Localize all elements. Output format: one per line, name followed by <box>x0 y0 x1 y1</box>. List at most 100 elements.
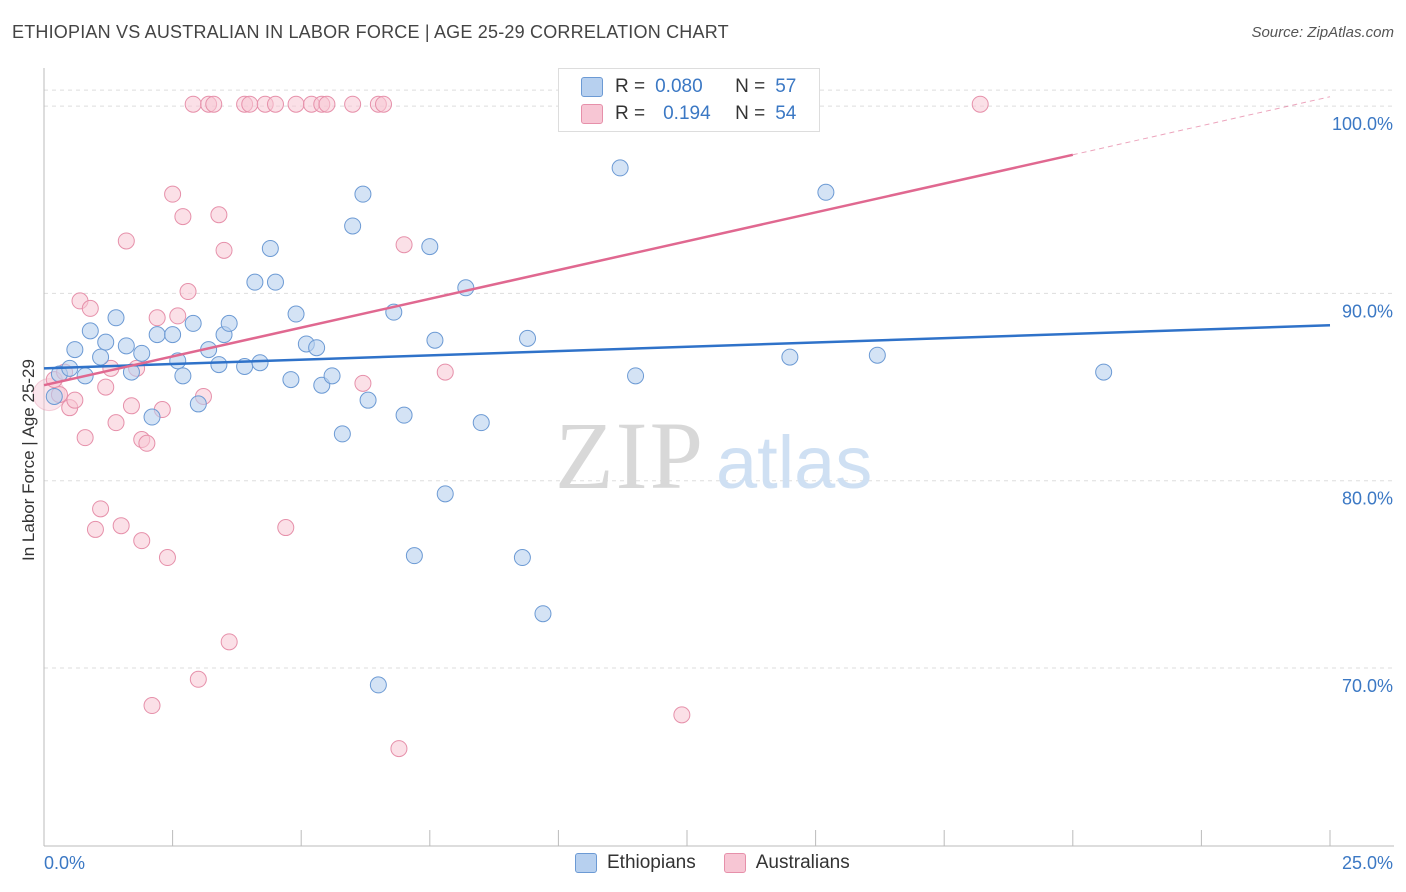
legend-swatch-blue <box>575 853 597 873</box>
ethiopians-point <box>472 414 490 432</box>
australians-point <box>189 670 207 688</box>
australians-point <box>164 185 182 203</box>
ethiopians-point <box>534 605 552 623</box>
axes <box>43 68 1394 847</box>
ethiopians-point <box>210 356 228 374</box>
australians-point <box>210 206 228 224</box>
legend-n-value: 54 <box>775 103 797 124</box>
legend-item-australians[interactable]: Australians <box>723 852 850 874</box>
australians-point <box>318 95 336 113</box>
watermark: ZIP atlas <box>555 402 872 509</box>
ethiopians-points <box>45 95 1113 694</box>
ethiopians-point <box>133 344 151 362</box>
legend-n-label: N = <box>735 103 766 124</box>
australians-point <box>287 95 305 113</box>
ethiopians-point <box>107 309 125 327</box>
trend-lines <box>43 96 1331 387</box>
ethiopians-point <box>421 238 439 256</box>
ethiopians-point <box>868 346 886 364</box>
ethiopians-point <box>117 337 135 355</box>
australians-point <box>277 519 295 537</box>
australians-point <box>92 500 110 518</box>
y-tick-label: 70.0% <box>1342 676 1393 696</box>
tick-labels: 70.0% 80.0% 90.0% 100.0% 0.0% 25.0% <box>44 114 1393 873</box>
watermark-zip: ZIP <box>555 402 705 509</box>
ethiopians-point <box>344 217 362 235</box>
ethiopians-point <box>92 348 110 366</box>
australians-point <box>184 95 202 113</box>
ethiopians-point <box>251 354 269 372</box>
australians-point <box>138 434 156 452</box>
ethiopians-point <box>261 239 279 257</box>
ethiopians-point <box>426 331 444 349</box>
legend-row-australians: R = 0.194 N = 54 <box>581 102 796 126</box>
y-tick-label: 90.0% <box>1342 301 1393 321</box>
australians-point <box>86 520 104 538</box>
australians-point <box>436 363 454 381</box>
australians-point <box>112 517 130 535</box>
ethiopians-point <box>45 387 63 405</box>
y-tick-label: 80.0% <box>1342 489 1393 509</box>
legend-bottom: Ethiopians Australians <box>575 852 878 874</box>
ethiopians-point <box>287 305 305 323</box>
australians-point <box>215 241 233 259</box>
australians-point <box>148 309 166 327</box>
ethiopians-point <box>457 279 475 297</box>
ethiopians-point <box>519 329 537 347</box>
australians-trend-line <box>43 153 1074 387</box>
source-label: Source: ZipAtlas.com <box>1251 24 1394 41</box>
ethiopians-point <box>781 348 799 366</box>
legend-n-value: 57 <box>775 76 797 97</box>
grid-lines <box>44 89 1394 669</box>
australians-point <box>241 95 259 113</box>
ethiopians-point <box>246 273 264 291</box>
watermark-atlas: atlas <box>716 421 872 504</box>
australians-point <box>220 633 238 651</box>
legend-label-australians: Australians <box>755 852 850 873</box>
ethiopians-point <box>148 326 166 344</box>
legend-row-ethiopians: R = 0.080 N = 57 <box>581 75 796 99</box>
ethiopians-point <box>627 367 645 385</box>
australians-point <box>375 95 393 113</box>
australians-point <box>169 307 187 325</box>
chart-title: ETHIOPIAN VS AUSTRALIAN IN LABOR FORCE |… <box>12 22 729 42</box>
legend-swatch-pink <box>723 853 746 873</box>
ethiopians-point <box>122 363 140 381</box>
australians-point <box>344 95 362 113</box>
ethiopians-point <box>66 341 84 359</box>
y-tick-label: 100.0% <box>1332 114 1393 134</box>
ethiopians-point <box>323 367 341 385</box>
australians-point <box>143 697 161 715</box>
australians-point <box>81 299 99 317</box>
australians-point <box>205 95 223 113</box>
ethiopians-point <box>81 322 99 340</box>
legend-r-value: 0.080 <box>655 76 703 97</box>
ethiopians-point <box>308 339 326 357</box>
legend-label-ethiopians: Ethiopians <box>607 852 696 873</box>
australians-point <box>97 378 115 396</box>
legend-top: R = 0.080 N = 57 R = 0.194 N = 54 <box>558 68 820 132</box>
australians-point <box>179 283 197 301</box>
australians-trend-extension <box>1072 96 1331 156</box>
x-tick-label: 0.0% <box>44 853 85 873</box>
ethiopians-point <box>354 185 372 203</box>
australians-point <box>673 706 691 724</box>
ethiopians-point <box>174 367 192 385</box>
australians-point <box>117 232 135 250</box>
ethiopians-point <box>266 273 284 291</box>
australians-point <box>107 414 125 432</box>
ethiopians-point <box>611 159 629 177</box>
ethiopians-point <box>333 425 351 443</box>
ethiopians-point <box>395 406 413 424</box>
australians-point <box>971 95 989 113</box>
australians-point <box>354 374 372 392</box>
ethiopians-point <box>282 371 300 389</box>
legend-r-value: 0.194 <box>663 103 711 124</box>
australians-point <box>133 532 151 550</box>
australians-point <box>174 208 192 226</box>
ethiopians-point <box>143 408 161 426</box>
australians-point <box>395 236 413 254</box>
ethiopians-point <box>405 547 423 565</box>
legend-item-ethiopians[interactable]: Ethiopians <box>575 852 696 874</box>
